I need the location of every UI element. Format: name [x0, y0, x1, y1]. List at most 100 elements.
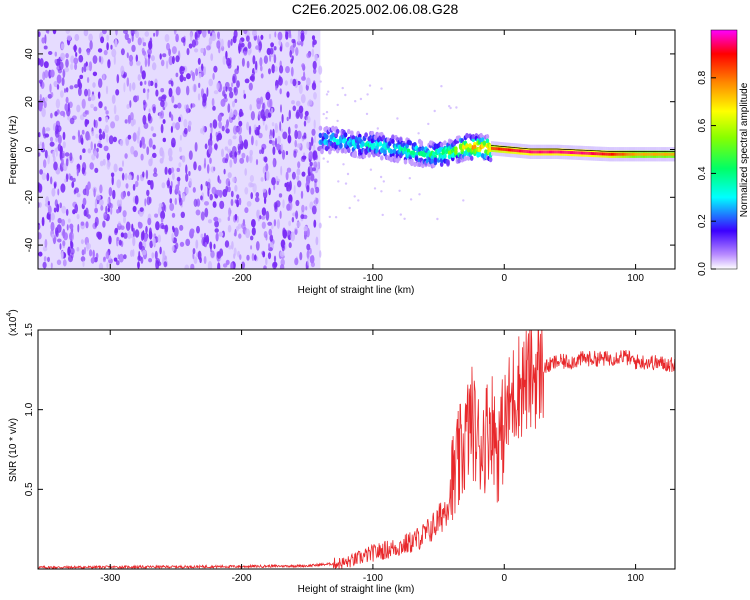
noise-blob [137, 37, 142, 46]
noise-blob [169, 185, 173, 195]
noise-blob [60, 90, 64, 98]
ridge-core [507, 148, 510, 152]
noise-blob [46, 172, 50, 182]
noise-blob [62, 131, 66, 141]
noise-blob [118, 221, 121, 227]
noise-blob [170, 125, 173, 134]
noise-blob [241, 222, 246, 230]
noise-blob [105, 110, 109, 115]
noise-blob [260, 65, 263, 72]
noise-blob [243, 139, 249, 150]
ridge-line [491, 145, 675, 152]
noise-blob [202, 93, 207, 104]
noise-blob [106, 152, 111, 161]
noise-blob [313, 119, 316, 130]
ridge-blob [381, 135, 386, 141]
noise-blob [65, 53, 69, 59]
noise-blob [74, 33, 80, 42]
noise-blob [268, 187, 271, 196]
noise-blob [216, 251, 222, 259]
noise-blob [200, 195, 203, 201]
noise-blob [271, 140, 276, 146]
noise-blob [184, 264, 190, 269]
noise-blob [183, 38, 186, 47]
sparse-point [440, 85, 443, 88]
noise-blob [291, 100, 295, 105]
noise-blob [171, 212, 176, 218]
noise-blob [217, 31, 220, 40]
noise-blob [233, 86, 238, 96]
noise-blob [216, 40, 221, 49]
noise-blob [103, 145, 109, 152]
noise-blob [179, 224, 184, 231]
noise-blob [218, 121, 222, 129]
noise-blob [224, 81, 230, 89]
noise-blob [234, 213, 238, 221]
ridge-core [581, 151, 583, 155]
noise-blob [286, 229, 291, 236]
noise-blob [227, 186, 231, 193]
ridge-core [672, 152, 675, 156]
noise-blob [269, 98, 273, 109]
noise-blob [280, 128, 284, 133]
noise-blob [168, 111, 172, 118]
noise-blob [146, 91, 149, 100]
noise-blob [285, 31, 289, 40]
ridge-core [637, 152, 639, 156]
ridge-blob [343, 132, 348, 138]
noise-blob [244, 78, 250, 84]
y-tick-label: 0.5 [24, 482, 35, 496]
noise-blob [319, 250, 322, 258]
colorbar-gradient [710, 29, 738, 270]
ridge-core [509, 148, 511, 152]
noise-blob [162, 53, 167, 58]
noise-blob [79, 134, 83, 144]
noise-blob [204, 207, 209, 218]
noise-blob [185, 186, 189, 195]
noise-blob [227, 103, 231, 114]
ridge-core [505, 148, 507, 152]
ridge-core [633, 152, 635, 156]
noise-blob [147, 217, 152, 226]
noise-blob [132, 227, 135, 238]
noise-blob [183, 76, 187, 82]
ridge-core [562, 150, 564, 154]
noise-blob [42, 261, 47, 269]
noise-blob [66, 34, 72, 41]
noise-blob [82, 197, 87, 206]
noise-blob [130, 145, 135, 155]
noise-blob [175, 72, 179, 78]
noise-blob [244, 207, 249, 214]
noise-blob [141, 37, 145, 44]
noise-blob [273, 184, 276, 191]
ridge-blob [446, 160, 450, 166]
noise-blob [200, 211, 205, 221]
noise-blob [241, 261, 246, 269]
noise-blob [100, 36, 105, 44]
noise-blob [256, 100, 262, 110]
noise-blob [96, 194, 101, 201]
ridge-blob [347, 128, 351, 135]
noise-blob [297, 161, 301, 169]
ridge-core [545, 150, 547, 154]
ridge-blob [457, 158, 461, 164]
noise-blob [60, 250, 64, 260]
noise-blob [131, 44, 136, 53]
ridge-core [496, 147, 498, 151]
noise-blob [267, 221, 273, 226]
noise-blob [221, 148, 224, 158]
ridge-core [600, 152, 602, 156]
noise-blob [185, 164, 188, 174]
noise-blob [260, 109, 266, 120]
noise-blob [230, 198, 234, 207]
noise-blob [49, 136, 54, 142]
ridge-core [667, 152, 669, 156]
noise-blob [171, 137, 176, 148]
noise-blob [216, 82, 220, 91]
noise-blob [250, 192, 253, 200]
ridge-core [631, 152, 634, 156]
ridge-blob [443, 153, 447, 159]
ridge-blob [350, 130, 354, 136]
ridge-core [583, 151, 585, 155]
noise-blob [313, 135, 317, 144]
